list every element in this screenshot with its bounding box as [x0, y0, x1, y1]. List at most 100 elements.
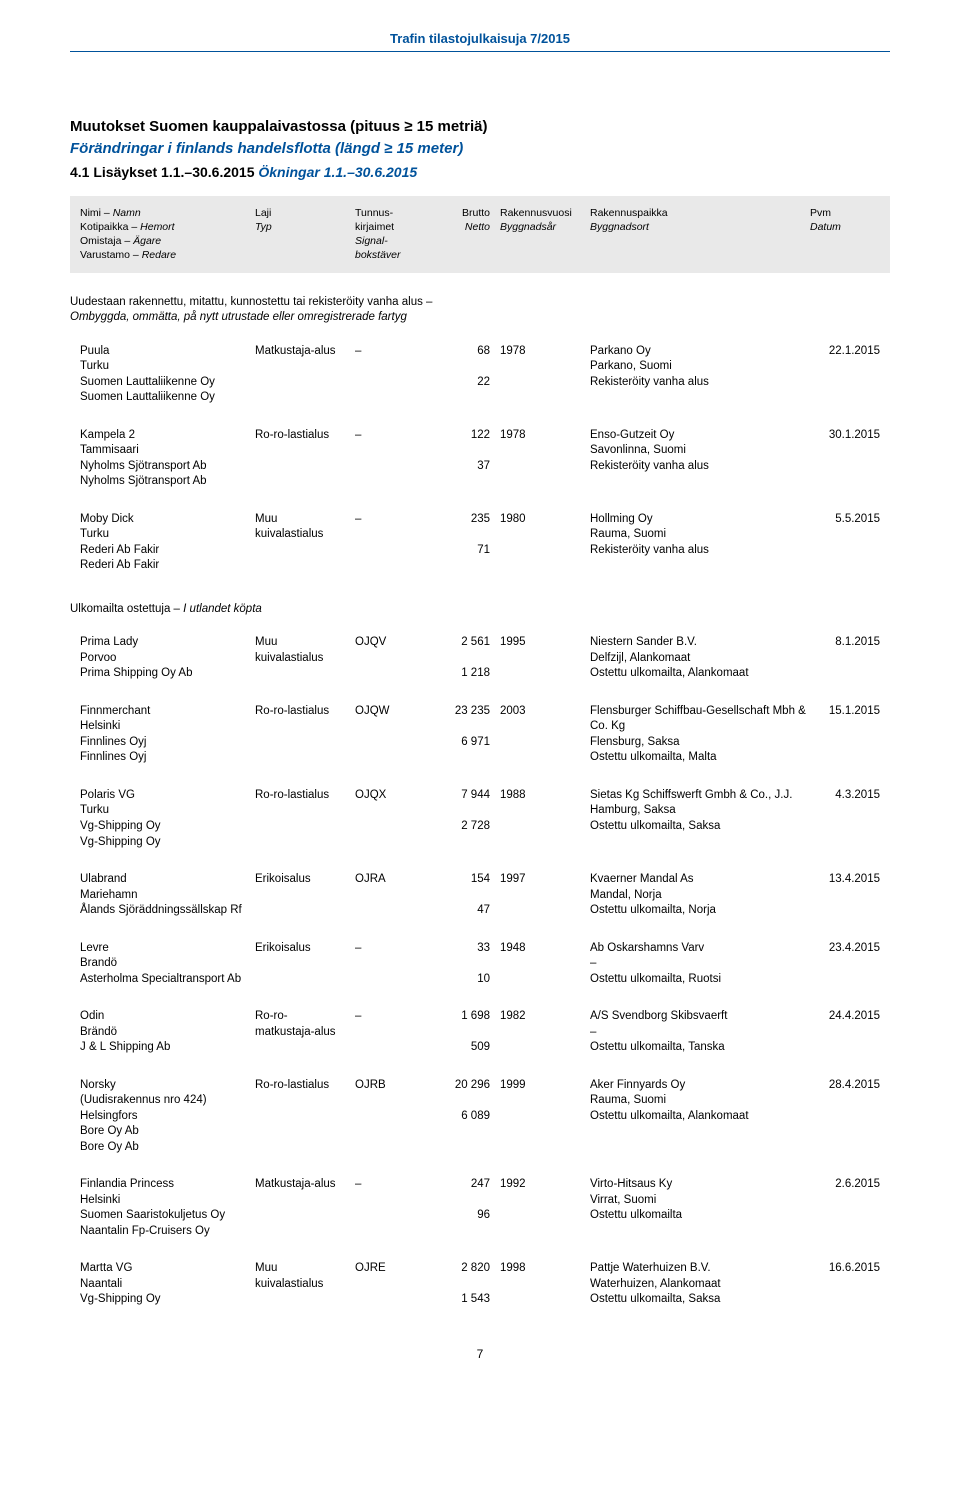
ship-name-line: Mariehamn — [80, 888, 255, 904]
build-year: 1992 — [490, 1177, 590, 1239]
ship-name-line: Bore Oy Ab — [80, 1140, 255, 1156]
ship-type-line: Muu — [255, 512, 355, 528]
ship-name-line: Bore Oy Ab — [80, 1124, 255, 1140]
ship-name-line: Ålands Sjöräddningssällskap Rf — [80, 903, 255, 919]
ship-name-line: Suomen Lauttaliikenne Oy — [80, 390, 255, 406]
ship-name-line: Vg-Shipping Oy — [80, 1292, 255, 1308]
spacer — [425, 651, 490, 667]
ship-type-line: Ro-ro- — [255, 1009, 355, 1025]
ship-name-line: Prima Shipping Oy Ab — [80, 666, 255, 682]
yard-line: Ostettu ulkomailta, Alankomaat — [590, 666, 810, 682]
build-year: 1980 — [490, 512, 590, 574]
gross-tonnage: 20 296 — [425, 1078, 490, 1094]
entry-date: 28.4.2015 — [810, 1078, 880, 1156]
ch-place-sv: Byggnadsort — [590, 220, 810, 234]
title-fi: Muutokset Suomen kauppalaivastossa (pitu… — [70, 117, 890, 137]
abroad-sv: I utlandet köpta — [183, 603, 262, 615]
yard-line: Hollming Oy — [590, 512, 810, 528]
ship-type-line: kuivalastialus — [255, 651, 355, 667]
ship-name-line: Vg-Shipping Oy — [80, 819, 255, 835]
ch-shipowner-fi: Varustamo — [80, 249, 130, 261]
yard-line: Ostettu ulkomailta, Tanska — [590, 1040, 810, 1056]
gross-tonnage: 235 — [425, 512, 490, 528]
ship-name-line: Turku — [80, 359, 255, 375]
ship-name-line: Naantali — [80, 1277, 255, 1293]
gross-tonnage: 1 698 — [425, 1009, 490, 1025]
net-tonnage: 37 — [425, 459, 490, 475]
ch-place-fi: Rakennuspaikka — [590, 206, 810, 220]
ship-name-line: Prima Lady — [80, 635, 255, 651]
table-row: UlabrandMariehamnÅlands Sjöräddningssäll… — [70, 858, 890, 927]
ship-type-line: Muu — [255, 1261, 355, 1277]
yard-line: Savonlinna, Suomi — [590, 443, 810, 459]
spacer — [425, 719, 490, 735]
entry-date: 22.1.2015 — [810, 344, 880, 406]
yard-line: Ostettu ulkomailta — [590, 1208, 810, 1224]
ship-name-line: Helsinki — [80, 1193, 255, 1209]
ship-type-line: Erikoisalus — [255, 941, 355, 957]
ship-name-line: Kampela 2 — [80, 428, 255, 444]
ship-type-line: Matkustaja-alus — [255, 1177, 355, 1193]
ship-name-line: Asterholma Specialtransport Ab — [80, 972, 255, 988]
ship-signal: – — [355, 1177, 425, 1239]
spacer — [425, 527, 490, 543]
spacer — [425, 443, 490, 459]
ch-year-fi: Rakennusvuosi — [500, 206, 590, 220]
build-year: 1978 — [490, 428, 590, 490]
yard-line: Ostettu ulkomailta, Ruotsi — [590, 972, 810, 988]
ship-signal: OJQX — [355, 788, 425, 850]
entry-date: 13.4.2015 — [810, 872, 880, 919]
ch-name-sv: Namn — [113, 207, 141, 219]
ship-signal: OJQW — [355, 704, 425, 766]
spacer — [425, 1277, 490, 1293]
ch-date-sv: Datum — [810, 220, 880, 234]
net-tonnage: 47 — [425, 903, 490, 919]
yard-line: Waterhuizen, Alankomaat — [590, 1277, 810, 1293]
ship-signal: – — [355, 512, 425, 574]
ch-shipowner-sv: Redare — [142, 249, 176, 261]
ship-type-line: kuivalastialus — [255, 527, 355, 543]
build-year: 1978 — [490, 344, 590, 406]
yard-line: Ostettu ulkomailta, Saksa — [590, 819, 810, 835]
ch-year-sv: Byggnadsår — [500, 220, 590, 234]
gross-tonnage: 122 — [425, 428, 490, 444]
net-tonnage: 96 — [425, 1208, 490, 1224]
title-sv: Förändringar i finlands handelsflotta (l… — [70, 139, 890, 159]
section-heading-abroad: Ulkomailta ostettuja – I utlandet köpta — [70, 602, 890, 618]
ship-name-line: Nyholms Sjötransport Ab — [80, 459, 255, 475]
ship-type-line: Ro-ro-lastialus — [255, 1078, 355, 1094]
ship-name-line: Finnlines Oyj — [80, 735, 255, 751]
ship-name-line: Finlandia Princess — [80, 1177, 255, 1193]
gross-tonnage: 154 — [425, 872, 490, 888]
ship-name-line: Rederi Ab Fakir — [80, 558, 255, 574]
ch-signal-sv: Signal-bokstäver — [355, 234, 425, 262]
ship-signal: OJRB — [355, 1078, 425, 1156]
ship-signal: – — [355, 941, 425, 988]
spacer — [425, 359, 490, 375]
yard-line: Mandal, Norja — [590, 888, 810, 904]
yard-line: Rekisteröity vanha alus — [590, 459, 810, 475]
ship-name-line: Naantalin Fp-Cruisers Oy — [80, 1224, 255, 1240]
ship-name-line: Brandö — [80, 956, 255, 972]
ship-type-line: Ro-ro-lastialus — [255, 788, 355, 804]
yard-line: Rekisteröity vanha alus — [590, 543, 810, 559]
net-tonnage: 10 — [425, 972, 490, 988]
section-note-sv: Ombyggda, ommätta, på nytt utrustade ell… — [70, 310, 890, 326]
table-row: Finlandia PrincessHelsinkiSuomen Saarist… — [70, 1163, 890, 1247]
net-tonnage: 1 218 — [425, 666, 490, 682]
table-row: Polaris VGTurkuVg-Shipping OyVg-Shipping… — [70, 774, 890, 858]
yard-line: Rekisteröity vanha alus — [590, 375, 810, 391]
build-year: 1999 — [490, 1078, 590, 1156]
ship-name-line: Vg-Shipping Oy — [80, 835, 255, 851]
yard-line: Ostettu ulkomailta, Malta — [590, 750, 810, 766]
ship-name-line: Porvoo — [80, 651, 255, 667]
gross-tonnage: 23 235 — [425, 704, 490, 720]
column-headers: Nimi – Namn Kotipaikka – Hemort Omistaja… — [70, 196, 890, 273]
yard-line: Parkano Oy — [590, 344, 810, 360]
net-tonnage: 6 089 — [425, 1109, 490, 1125]
ship-name-line: Rederi Ab Fakir — [80, 543, 255, 559]
yard-line: Pattje Waterhuizen B.V. — [590, 1261, 810, 1277]
ch-port-sv: Hemort — [140, 221, 174, 233]
ship-name-line: J & L Shipping Ab — [80, 1040, 255, 1056]
abroad-fi: Ulkomailta ostettuja — [70, 603, 170, 615]
